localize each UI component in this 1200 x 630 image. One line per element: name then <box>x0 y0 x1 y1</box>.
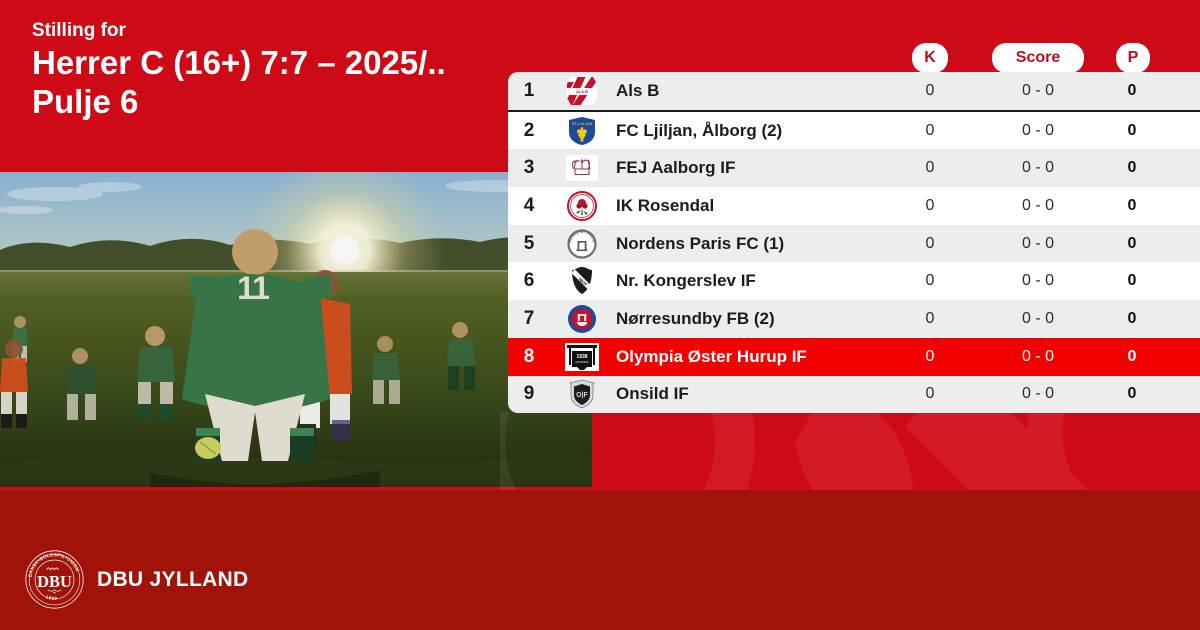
svg-text:OLYMPIA: OLYMPIA <box>575 360 588 364</box>
svg-text:1889: 1889 <box>45 594 58 601</box>
svg-text:O|F: O|F <box>576 392 588 399</box>
svg-text:FC LJILJAN: FC LJILJAN <box>572 122 593 126</box>
svg-text:ALS B: ALS B <box>576 89 588 94</box>
svg-text:DBU: DBU <box>37 572 72 591</box>
